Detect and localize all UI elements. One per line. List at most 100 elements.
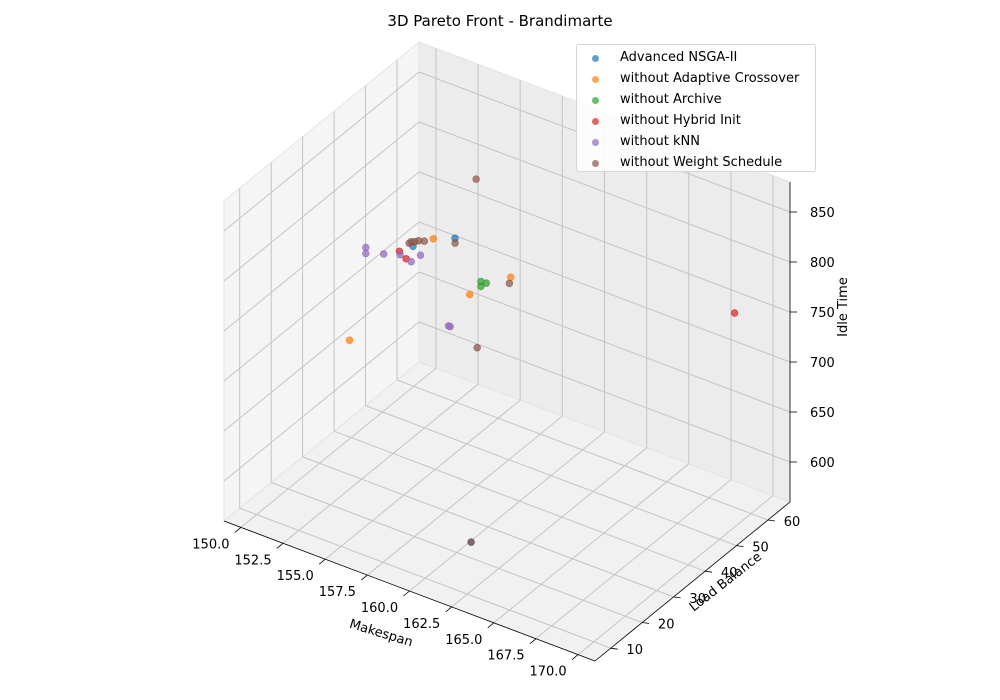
grid-line-y (271, 482, 643, 623)
grid-line-y (239, 507, 611, 649)
legend-marker-icon (592, 139, 599, 146)
data-point-without-adaptive-crossover (345, 336, 354, 344)
data-point-without-weight-schedule (472, 175, 480, 183)
grid-line-x (282, 383, 479, 544)
x-tick-label: 157.5 (319, 585, 356, 600)
grid-line-z (418, 221, 791, 363)
z-tick-label: 650 (810, 406, 835, 421)
grid-line-z (223, 71, 420, 232)
legend-item: without kNN (577, 132, 815, 153)
grid-line-x (324, 399, 521, 560)
y-tick-label: 30 (689, 592, 706, 607)
x-tick-label: 150.0 (192, 537, 229, 552)
x-tick (529, 638, 537, 645)
legend-marker-icon (592, 118, 599, 125)
legend-label: without Adaptive Crossover (620, 71, 800, 86)
x-tick (571, 654, 579, 660)
tick-labels: 150.0 152.5 155.0 157.5 160.0 162.5 165.0 167.5… (192, 206, 835, 680)
legend-item: without Hybrid Init (577, 111, 815, 132)
legend: Advanced NSGA-II without Adaptive Crossov… (576, 44, 816, 172)
x-tick (445, 606, 452, 613)
grid-line-z (223, 171, 420, 332)
y-tick-label: 50 (752, 541, 769, 556)
grid-line-z (418, 121, 791, 263)
x-tick (318, 558, 326, 565)
data-point-without-archive (477, 282, 485, 291)
data-point-without-knn (362, 249, 370, 258)
data-point-without-weight-schedule (420, 237, 428, 245)
y-tick-label: 10 (626, 643, 643, 658)
x-tick (361, 574, 368, 581)
grid-line-z (223, 321, 420, 482)
x-tick (403, 590, 410, 597)
y-tick-label: 60 (784, 515, 801, 530)
y-axis-line (594, 501, 791, 662)
x-tick (276, 542, 284, 549)
legend-label: without kNN (620, 134, 700, 149)
legend-item: Advanced NSGA-II (577, 48, 815, 69)
legend-item: without Weight Schedule (577, 153, 815, 174)
grid-line-z (418, 321, 791, 463)
data-point-without-weight-schedule (505, 279, 514, 288)
grid-line-y (302, 456, 674, 598)
z-tick-label: 850 (810, 206, 835, 221)
z-tick-label: 800 (810, 256, 835, 271)
legend-label: without Hybrid Init (620, 113, 741, 128)
data-point-without-adaptive-crossover (466, 290, 474, 299)
y-tick (610, 647, 618, 650)
data-point-without-knn (407, 258, 415, 266)
grid-line-x (240, 368, 437, 528)
x-tick-label: 170.0 (529, 665, 566, 680)
x-tick-label: 165.0 (445, 633, 482, 648)
y-tick (642, 622, 650, 624)
y-tick (673, 596, 681, 599)
legend-marker-icon (592, 76, 599, 83)
z-tick-label: 750 (810, 306, 835, 321)
y-tick-label: 20 (658, 618, 675, 633)
grid-line-x (409, 431, 605, 592)
data-point-without-hybrid-init (730, 309, 739, 317)
x-tick-label: 167.5 (487, 649, 524, 664)
legend-marker-icon (592, 97, 599, 104)
chart-title: 3D Pareto Front - Brandimarte (387, 12, 613, 30)
legend-label: without Archive (620, 92, 722, 107)
legend-marker-icon (592, 160, 599, 167)
data-point-without-adaptive-crossover (429, 235, 437, 243)
data-point-without-knn (416, 251, 425, 259)
legend-item: without Adaptive Crossover (577, 69, 815, 90)
legend-item: without Archive (577, 90, 815, 111)
data-point-without-weight-schedule (451, 239, 459, 247)
grid-line-y (365, 405, 737, 547)
x-tick (234, 527, 242, 533)
x-tick (487, 622, 495, 629)
grid-line-z (223, 221, 420, 382)
legend-label: without Weight Schedule (620, 155, 783, 170)
data-point-without-knn (396, 251, 404, 259)
tick-marks (223, 182, 797, 662)
data-point-without-adaptive-crossover (507, 273, 515, 281)
legend-marker-icon (592, 55, 599, 62)
grid-line-x (451, 447, 648, 608)
grid-line-z (418, 171, 791, 313)
legend-label: Advanced NSGA-II (620, 50, 738, 65)
data-point-without-knn (444, 322, 453, 330)
data-point-without-archive (482, 279, 490, 287)
data-point-without-weight-schedule (473, 344, 481, 352)
grid-line-z (418, 271, 791, 413)
y-tick (736, 545, 744, 547)
x-tick-label: 162.5 (403, 617, 440, 632)
data-point-without-knn (380, 250, 388, 258)
x-tick-label: 152.5 (234, 553, 271, 568)
x-tick-label: 160.0 (361, 601, 398, 616)
grid-line-z (223, 271, 420, 432)
grid-line-x (493, 463, 690, 624)
grid-line-y (333, 430, 706, 572)
y-tick-label: 40 (721, 566, 738, 581)
data-point-without-weight-schedule (467, 538, 475, 546)
data-points (345, 175, 739, 546)
grid-line-z (223, 121, 420, 282)
z-tick-label: 700 (810, 356, 835, 371)
z-tick-label: 600 (810, 456, 835, 471)
